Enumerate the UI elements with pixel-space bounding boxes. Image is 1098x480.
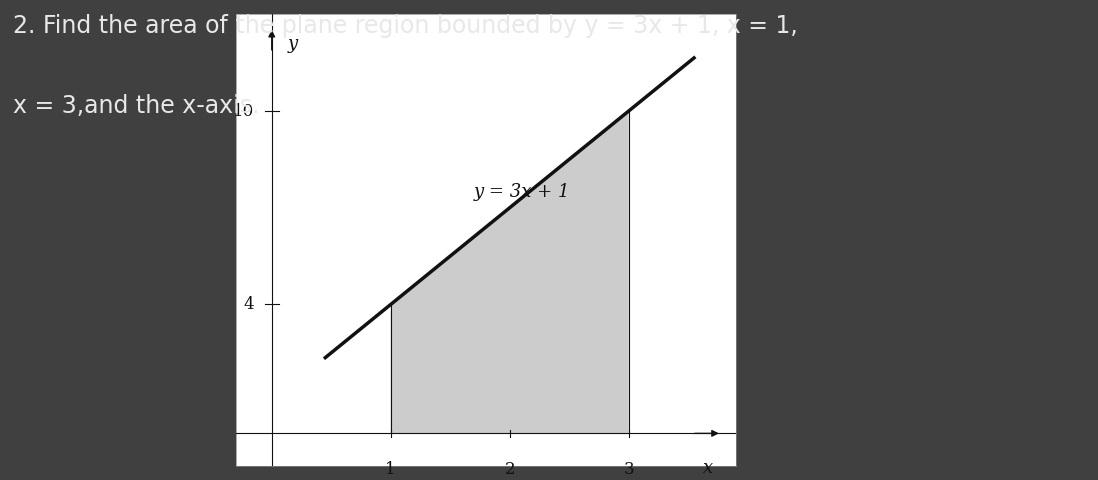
Text: 1: 1 [385, 461, 396, 478]
Polygon shape [391, 111, 628, 433]
Text: x: x [703, 459, 713, 477]
Text: x = 3,and the x-axis.: x = 3,and the x-axis. [13, 94, 259, 118]
Text: y: y [288, 36, 298, 53]
Text: 2: 2 [504, 461, 515, 478]
Text: 2. Find the area of the plane region bounded by y = 3x + 1, x = 1,: 2. Find the area of the plane region bou… [13, 14, 798, 38]
Text: 4: 4 [244, 296, 254, 313]
Text: 3: 3 [624, 461, 634, 478]
Text: y = 3x + 1: y = 3x + 1 [474, 183, 571, 201]
Text: 10: 10 [233, 103, 254, 120]
